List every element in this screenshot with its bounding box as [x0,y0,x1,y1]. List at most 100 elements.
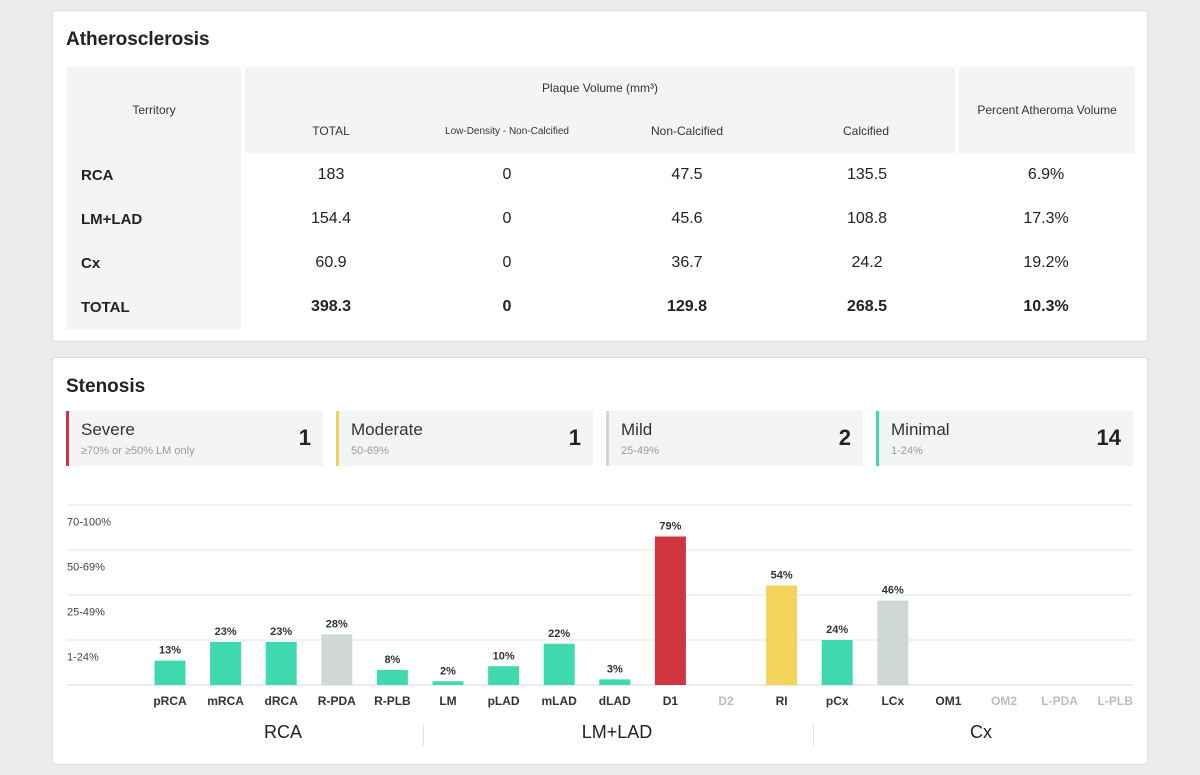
non-calcified-cell: 45.6 [671,210,703,227]
severe-tile: Severe ≥70% or ≥50% LM only 1 [66,411,323,466]
category-label: pLAD [488,694,520,708]
stenosis-bar-chart: 1-24% 25-49% 50-69% 70-100% 13% pRCA 23% mRCA 23… [67,504,1134,708]
bar-value-label: 23% [215,626,237,638]
bar-dRCA [265,641,297,685]
bar-D1 [654,536,686,685]
group-divider [813,724,814,746]
category-label: R-PLB [374,694,411,708]
category-label: L-PDA [1041,694,1078,708]
bar-dLAD [599,679,631,685]
non-calcified-cell: 36.7 [671,254,703,271]
bar-value-label: 10% [493,650,515,662]
category-label: LCx [881,694,904,708]
bar-value-label: 28% [326,618,348,630]
stenosis-title: Stenosis [66,376,146,397]
calcified-header: Calcified [777,109,958,153]
territory-cell: RCA [67,153,245,197]
bar-LCx [877,600,909,685]
total-cell: 398.3 [310,298,352,315]
low-density-cell: 0 [502,254,512,271]
bar-value-label: 2% [440,665,456,677]
calcified-cell: 24.2 [851,254,883,271]
bar-mLAD [543,643,575,685]
low-density-header: Low-Density - Non-Calcified [417,109,597,153]
table-row: Cx 60.9 0 36.7 24.2 19.2% [67,241,1135,285]
category-label: mRCA [207,694,244,708]
group-label-lm-lad: LM+LAD [581,722,653,742]
low-density-cell: 0 [502,166,512,183]
territory-cell: TOTAL [67,285,245,329]
tile-range: 1-24% [891,445,923,457]
plaque-volume-header: Plaque Volume (mm³) [243,67,958,109]
pav-cell: 17.3% [1023,210,1069,227]
table-row: LM+LAD 154.4 0 45.6 108.8 17.3% [67,197,1135,241]
bar-value-label: 54% [771,570,793,582]
tile-label: Severe [81,420,135,439]
category-label: OM2 [991,694,1017,708]
bar-LM [432,681,464,685]
category-label: OM1 [935,694,961,708]
category-label: RI [776,694,788,708]
total-cell: 60.9 [315,254,347,271]
bar-RI [766,585,798,685]
bar-value-label: 79% [659,521,681,533]
group-label-rca: RCA [263,722,302,742]
pav-cell: 10.3% [1023,298,1069,315]
tile-range: ≥70% or ≥50% LM only [81,445,195,457]
category-label: mLAD [542,694,578,708]
table-row-total: TOTAL 398.3 0 129.8 268.5 10.3% [67,285,1135,329]
low-density-cell: 0 [502,298,512,315]
territory-cell: LM+LAD [67,197,245,241]
bar-pLAD [488,666,520,685]
non-calcified-cell: 47.5 [671,166,703,183]
band-label: 1-24% [67,652,99,664]
bar-value-label: 46% [882,585,904,597]
bar-value-label: 24% [826,624,848,636]
pav-cell: 19.2% [1023,254,1069,271]
tile-range: 50-69% [351,445,389,457]
calcified-cell: 108.8 [847,210,888,227]
category-label: R-PDA [318,694,356,708]
stenosis-card: Stenosis Severe ≥70% or ≥50% LM only 1 M… [52,357,1148,765]
bar-value-label: 22% [548,628,570,640]
tile-count: 2 [838,425,851,450]
tile-count: 1 [568,425,581,450]
bar-value-label: 23% [270,626,292,638]
band-label: 50-69% [67,562,105,574]
tile-label: Mild [621,420,653,439]
total-cell: 154.4 [310,210,352,227]
total-header: TOTAL [243,109,417,153]
tile-count: 14 [1096,425,1121,450]
bar-pCx [821,640,853,685]
minimal-tile: Minimal 1-24% 14 [876,411,1133,466]
category-label: L-PLB [1098,694,1134,708]
territory-cell: Cx [67,241,245,285]
tile-count: 1 [298,425,311,450]
atherosclerosis-card: Atherosclerosis Territory Plaque Volume … [52,10,1148,342]
percent-atheroma-header: Percent Atheroma Volume [955,67,1136,153]
pav-cell: 6.9% [1027,166,1065,183]
bar-value-label: 13% [159,645,181,657]
bar-mRCA [210,641,242,685]
category-label: D1 [663,694,679,708]
tile-range: 25-49% [621,445,659,457]
low-density-cell: 0 [502,210,512,227]
calcified-cell: 135.5 [847,166,888,183]
tile-label: Moderate [351,420,423,439]
atherosclerosis-title: Atherosclerosis [66,29,210,50]
category-label: dRCA [265,694,299,708]
category-label: D2 [718,694,734,708]
bar-R-PDA [321,634,353,685]
table-row: RCA 183 0 47.5 135.5 6.9% [67,153,1135,197]
bar-R-PLB [376,670,408,685]
moderate-tile: Moderate 50-69% 1 [336,411,593,466]
category-label: pCx [826,694,849,708]
calcified-cell: 268.5 [847,298,888,315]
tile-label: Minimal [891,420,950,439]
total-cell: 183 [317,166,345,183]
territory-header: Territory [67,67,245,153]
bar-pRCA [154,660,186,685]
category-label: pRCA [153,694,187,708]
plaque-volume-table: Territory Plaque Volume (mm³) Percent At… [67,67,1136,329]
category-label: dLAD [599,694,631,708]
